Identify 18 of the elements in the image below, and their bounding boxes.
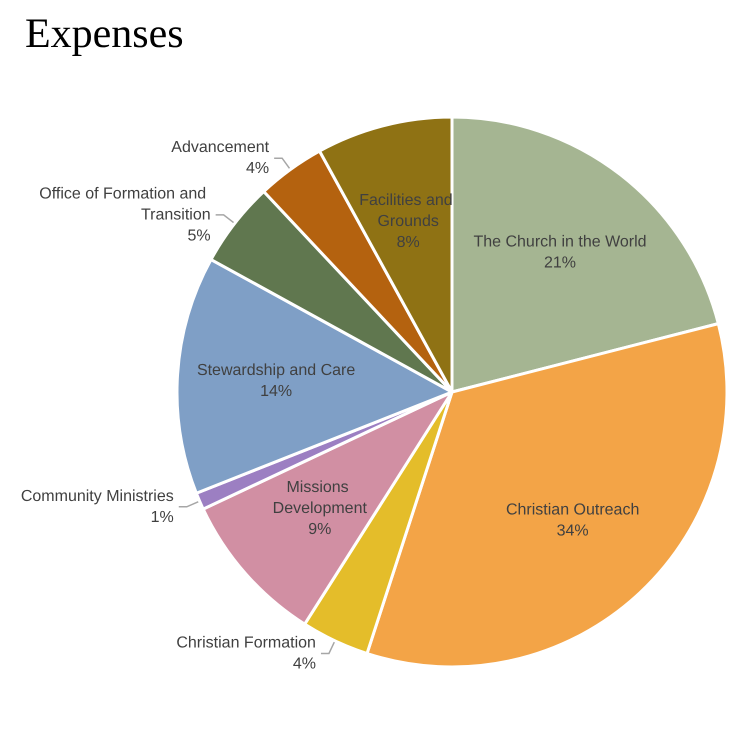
data-label: 4% xyxy=(246,160,270,178)
slice-label: Stewardship and Care xyxy=(196,362,356,379)
data-label: 14% xyxy=(260,382,292,400)
slice-label: The Church in the World xyxy=(473,234,647,251)
data-label: 5% xyxy=(188,227,211,244)
data-label: 8% xyxy=(396,234,420,251)
data-label: 9% xyxy=(308,521,332,538)
slice-label: Christian Formation xyxy=(176,634,316,652)
slice-label: Community Ministries xyxy=(20,488,174,505)
slice-label: Missions Development xyxy=(272,479,368,518)
data-label: 21% xyxy=(544,254,576,272)
slice-label: Advancement xyxy=(171,139,270,156)
data-label: 4% xyxy=(292,655,316,672)
slice-label: Office of Formation and Transition xyxy=(39,185,211,224)
data-label: 34% xyxy=(556,522,589,540)
slice-label: Christian Outreach xyxy=(506,501,640,518)
data-label: 1% xyxy=(150,508,174,526)
chart-title: Expenses xyxy=(25,11,184,57)
